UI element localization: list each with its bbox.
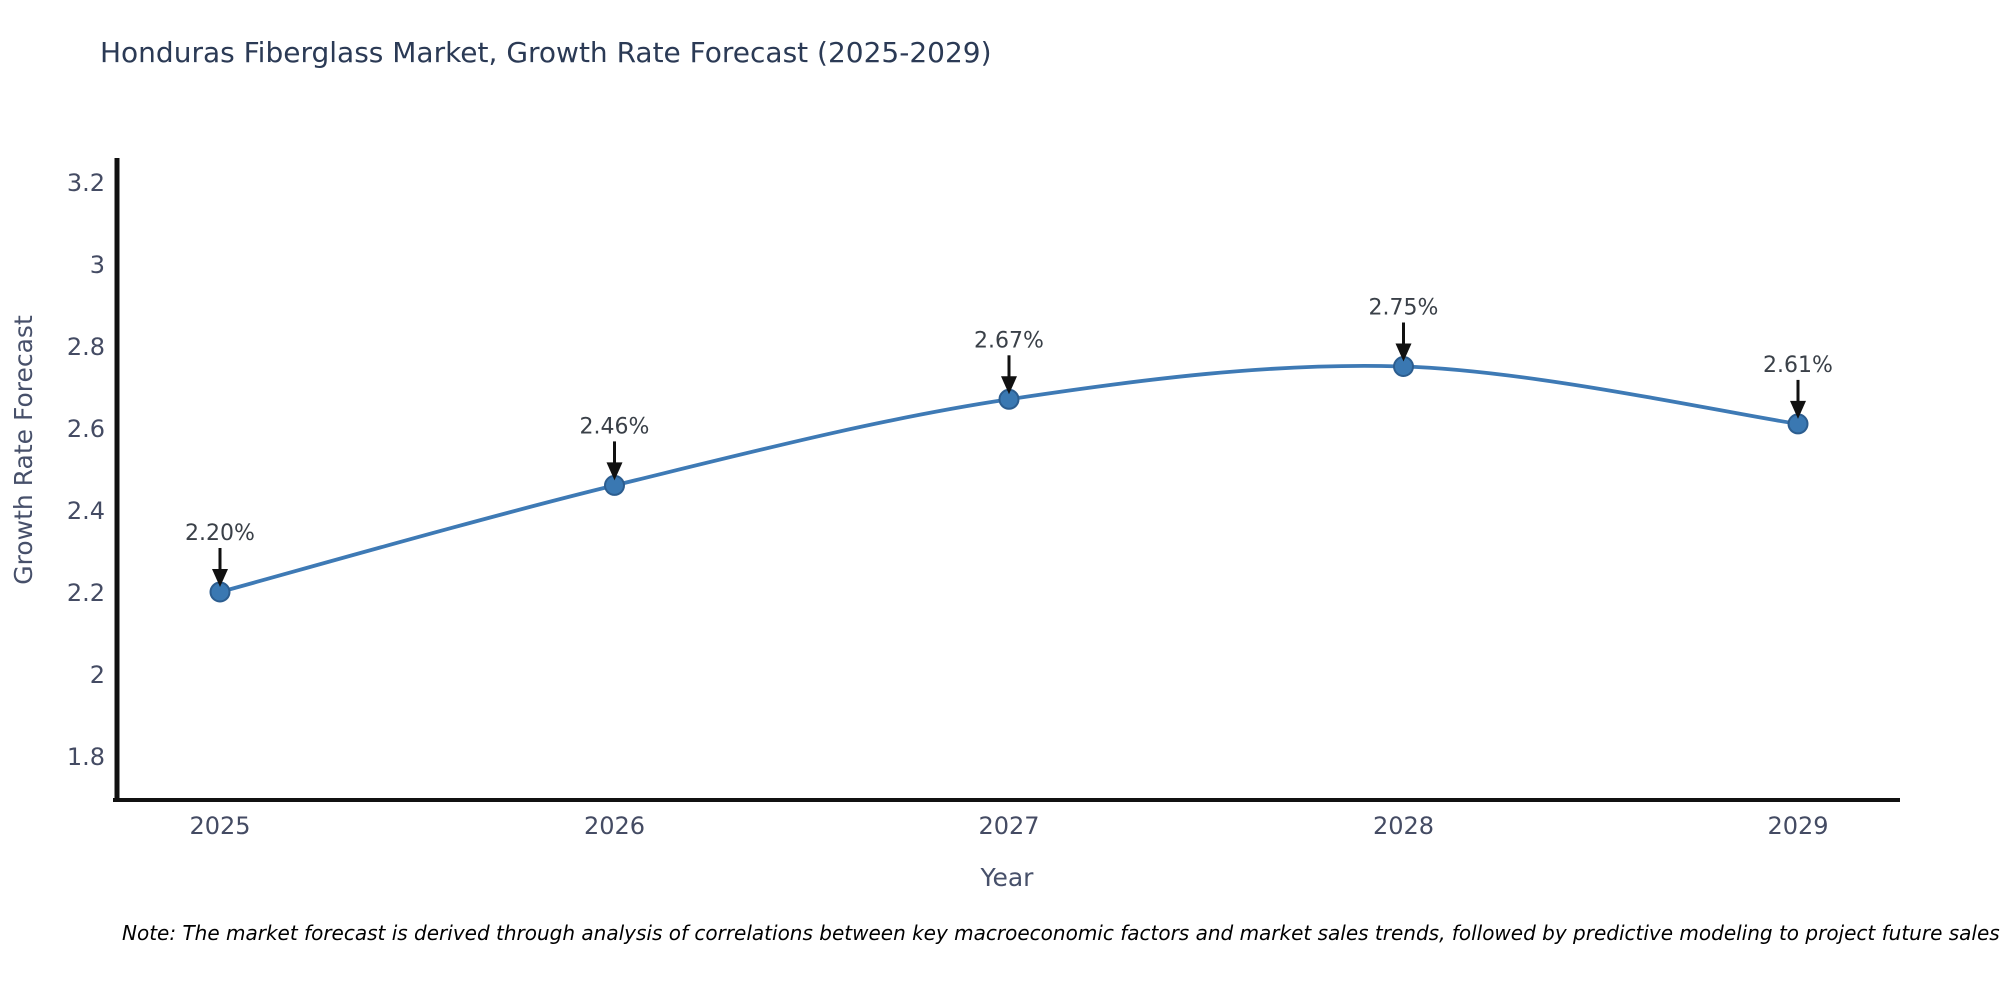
- footnote: Note: The market forecast is derived thr…: [122, 921, 2000, 945]
- y-tick-label: 2.8: [67, 333, 105, 361]
- y-tick-label: 2.6: [67, 415, 105, 443]
- point-annotation: 2.75%: [1369, 296, 1439, 321]
- x-tick-label: 2028: [1373, 812, 1434, 840]
- x-axis-title: Year: [980, 863, 1035, 892]
- point-annotation: 2.61%: [1763, 353, 1833, 378]
- point-annotation: 2.20%: [185, 521, 255, 546]
- annotation-arrowhead: [1001, 376, 1017, 395]
- x-tick-label: 2029: [1767, 812, 1828, 840]
- y-tick-label: 1.8: [67, 743, 105, 771]
- y-tick-label: 2.4: [67, 497, 105, 525]
- x-tick-label: 2025: [189, 812, 250, 840]
- y-tick-label: 2: [90, 661, 105, 689]
- y-axis-title: Growth Rate Forecast: [9, 315, 38, 585]
- x-tick-label: 2026: [584, 812, 645, 840]
- annotation-arrowhead: [606, 462, 623, 481]
- annotation-arrowhead: [1395, 343, 1412, 362]
- annotation-arrowhead: [1790, 400, 1806, 419]
- point-annotation: 2.67%: [974, 328, 1044, 353]
- point-annotation: 2.46%: [580, 414, 650, 439]
- x-tick-label: 2027: [978, 812, 1039, 840]
- y-tick-label: 3.2: [67, 169, 105, 197]
- annotation-arrowhead: [212, 569, 228, 587]
- y-tick-label: 2.2: [67, 579, 105, 607]
- chart-title: Honduras Fiberglass Market, Growth Rate …: [100, 36, 992, 69]
- y-tick-label: 3: [90, 251, 105, 279]
